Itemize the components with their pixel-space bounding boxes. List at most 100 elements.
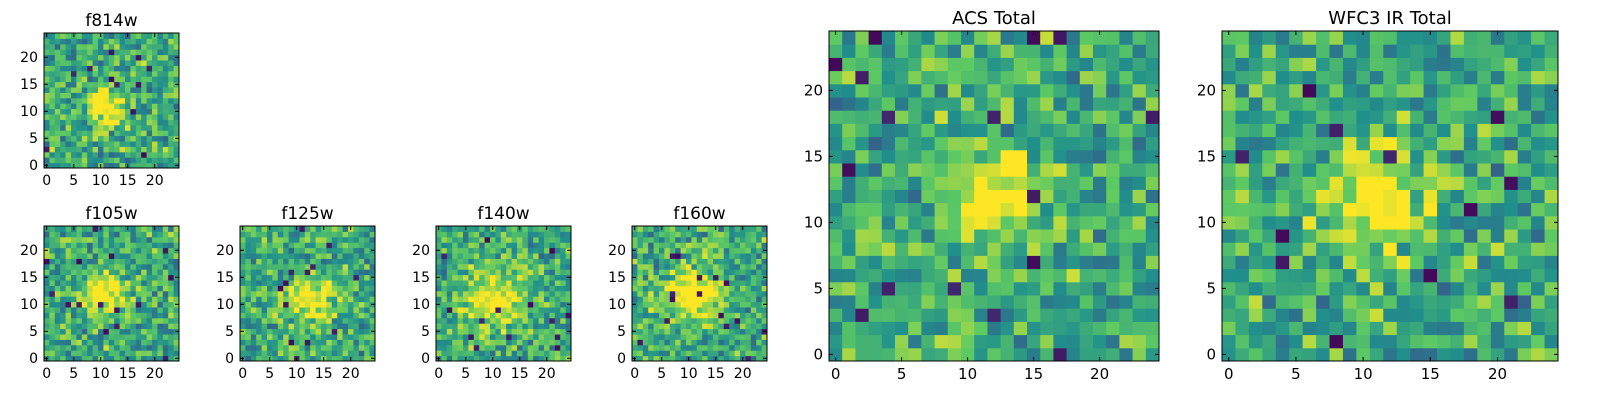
heatmap-cell (1119, 31, 1134, 45)
heatmap-cell (135, 162, 142, 169)
heatmap-cell (261, 242, 268, 249)
heatmap-cell (272, 274, 279, 281)
heatmap-cell (441, 290, 448, 297)
heatmap-cell (283, 231, 290, 238)
heatmap-cell (947, 255, 962, 270)
heatmap-cell (527, 231, 534, 238)
heatmap-cell (337, 263, 344, 270)
heatmap-cell (756, 263, 763, 270)
heatmap-cell (1145, 255, 1160, 270)
heatmap-cell (1275, 83, 1290, 98)
heatmap-cell (267, 242, 273, 249)
x-tick-label: 15 (1024, 365, 1043, 383)
heatmap-cell (1329, 202, 1344, 217)
heatmap-cell (157, 114, 164, 120)
heatmap-cell (441, 344, 448, 351)
heatmap-cell (895, 163, 909, 177)
heatmap-cell (277, 350, 284, 357)
heatmap-cell (1000, 57, 1015, 72)
heatmap-cell (637, 231, 644, 238)
heatmap-cell (1000, 202, 1015, 217)
heatmap-cell (60, 263, 67, 270)
heatmap-cell (168, 334, 175, 340)
heatmap-cell (49, 258, 56, 265)
heatmap-cell (1040, 44, 1054, 58)
heatmap-cell (648, 350, 655, 357)
heatmap-cell (675, 328, 682, 335)
heatmap-cell (729, 355, 736, 362)
heatmap-cell (157, 253, 164, 259)
heatmap-cell (908, 31, 922, 45)
heatmap-cell (740, 328, 746, 335)
heatmap-cell (49, 119, 56, 126)
heatmap-cell (125, 301, 131, 308)
heatmap-cell (173, 33, 180, 39)
heatmap-cell (125, 307, 131, 313)
heatmap-cell (1342, 281, 1357, 296)
heatmap-cell (299, 350, 306, 357)
heatmap-cell (1222, 242, 1236, 256)
heatmap-cell (369, 231, 376, 238)
heatmap-cell (60, 355, 67, 362)
heatmap-cell (675, 323, 682, 330)
heatmap-cell (1289, 281, 1304, 296)
heatmap-cell (65, 54, 72, 61)
heatmap-cell (114, 339, 121, 346)
heatmap-cell (76, 162, 83, 169)
heatmap-cell (1222, 163, 1236, 177)
heatmap-cell (761, 323, 768, 330)
heatmap-cell (740, 339, 746, 346)
heatmap-cell (1000, 44, 1015, 58)
heatmap-cell (76, 65, 83, 72)
heatmap-cell (500, 269, 507, 276)
heatmap-cell (500, 242, 507, 249)
heatmap-cell (750, 339, 757, 346)
heatmap-cell (87, 97, 94, 104)
heatmap-cell (108, 344, 115, 351)
heatmap-cell (1013, 334, 1028, 349)
heatmap-cell (974, 31, 988, 45)
heatmap-cell (114, 135, 121, 142)
heatmap-cell (162, 65, 169, 72)
heatmap-cell (723, 247, 730, 254)
heatmap-cell (65, 285, 72, 292)
heatmap-cell (321, 312, 327, 319)
heatmap-cell (1396, 334, 1411, 349)
heatmap-cell (707, 328, 714, 335)
heatmap-cell (342, 263, 349, 270)
heatmap-cell (152, 328, 158, 335)
heatmap-cell (267, 231, 273, 238)
heatmap-cell (1463, 31, 1478, 45)
heatmap-cell (71, 328, 77, 335)
heatmap-cell (173, 60, 180, 66)
heatmap-cell (65, 317, 72, 324)
heatmap-cell (114, 296, 121, 303)
heatmap-cell (729, 334, 736, 340)
heatmap-cell (98, 65, 104, 72)
heatmap-cell (283, 285, 290, 292)
heatmap-cell (653, 263, 660, 270)
heatmap-cell (146, 226, 153, 232)
heatmap-cell (479, 323, 486, 330)
heatmap-cell (326, 350, 333, 357)
heatmap-cell (457, 301, 464, 308)
heatmap-cell (1289, 215, 1304, 230)
heatmap-cell (1463, 255, 1478, 270)
heatmap-cell (114, 114, 121, 120)
heatmap-cell (364, 263, 371, 270)
heatmap-cell (648, 226, 655, 232)
heatmap-cell (331, 350, 338, 357)
heatmap-cell (162, 231, 169, 238)
heatmap-cell (544, 285, 550, 292)
heatmap-cell (1396, 110, 1411, 124)
heatmap-cell (490, 296, 496, 303)
heatmap-cell (103, 108, 110, 115)
heatmap-cell (348, 231, 354, 238)
heatmap-cell (669, 285, 676, 292)
heatmap-cell (87, 76, 94, 83)
heatmap-cell (162, 162, 169, 169)
heatmap-cell (277, 280, 284, 286)
heatmap-cell (1517, 281, 1532, 296)
heatmap-cell (1053, 44, 1068, 58)
